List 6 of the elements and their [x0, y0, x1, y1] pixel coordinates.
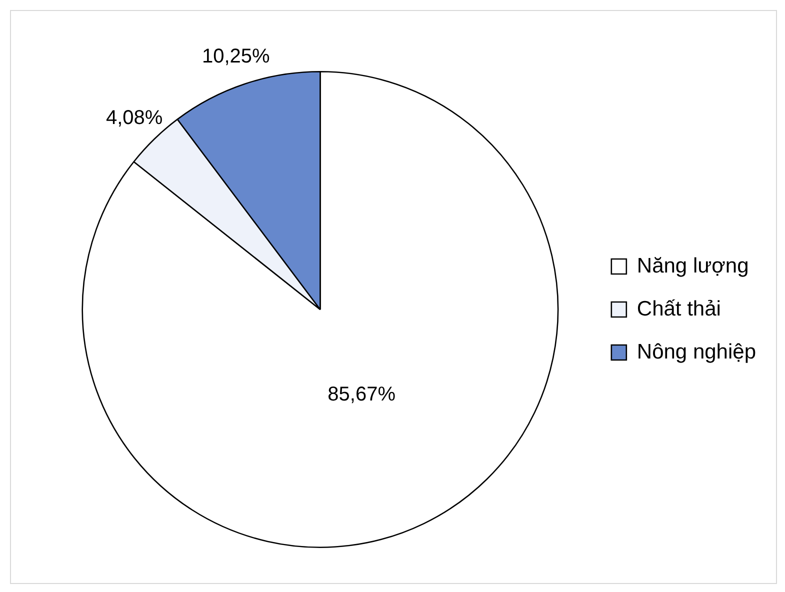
data-label: 85,67% [328, 384, 396, 406]
data-label: 10,25% [202, 45, 270, 68]
legend-label: Nông nghiệp [636, 340, 756, 364]
data-label: 4,08% [106, 107, 163, 130]
legend-label: Năng lượng [636, 254, 749, 278]
legend-label: Chất thải [636, 297, 721, 320]
